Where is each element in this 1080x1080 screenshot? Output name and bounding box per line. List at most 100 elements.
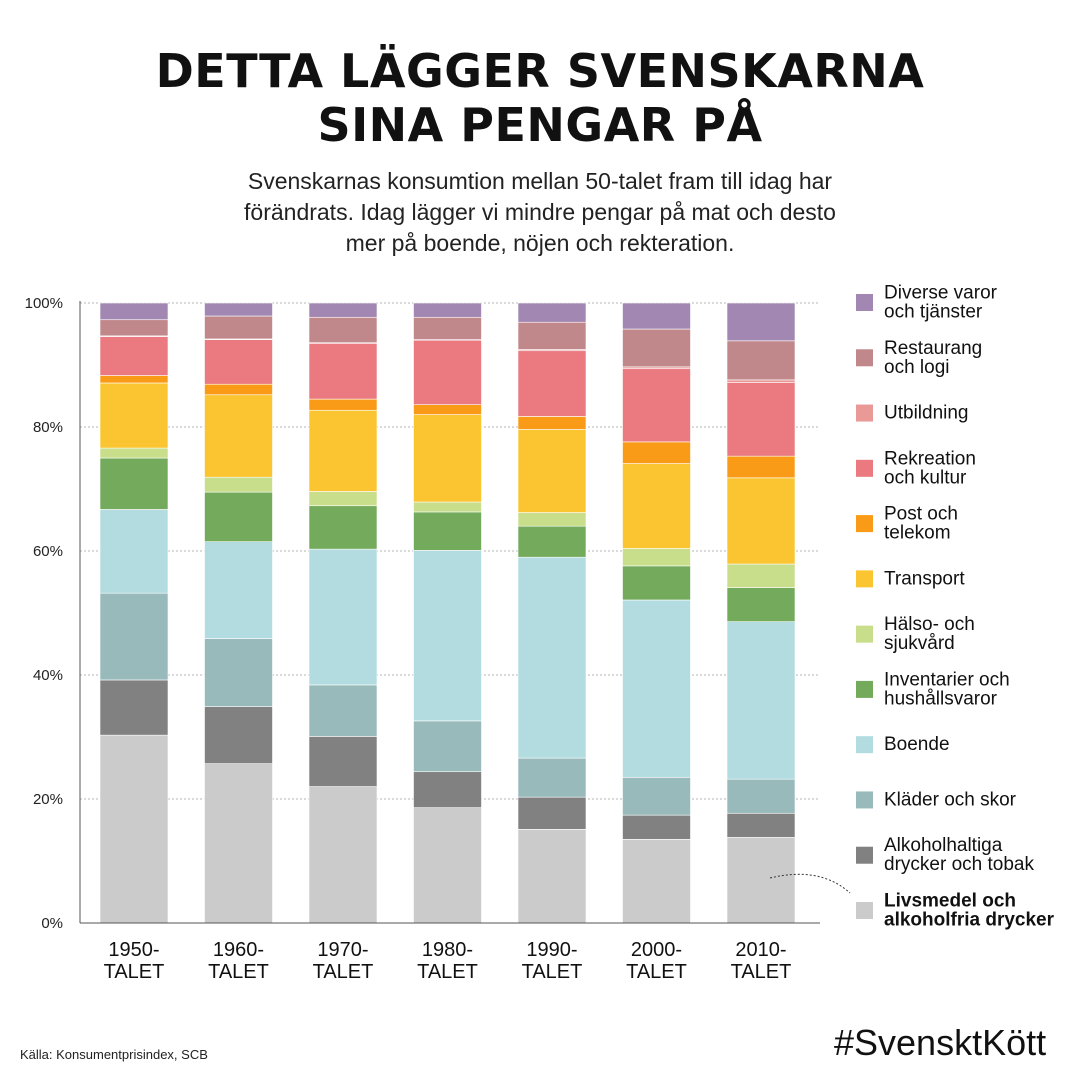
legend-label: Boende xyxy=(884,734,950,755)
bar-segment xyxy=(517,512,587,527)
bar-segment xyxy=(726,455,796,479)
bar-segment xyxy=(413,339,482,405)
bar-segment xyxy=(308,786,378,924)
x-tick-label: 1960- xyxy=(213,939,264,961)
bar-segment xyxy=(622,328,691,368)
bar-segment xyxy=(308,302,378,318)
x-tick-label: TALET xyxy=(731,961,792,983)
legend-swatch xyxy=(856,404,873,422)
bar-segment xyxy=(413,404,482,415)
x-tick-label: TALET xyxy=(313,961,374,983)
title-line-1: DETTA LÄGGER SVENSKARNA xyxy=(155,44,925,98)
bar-segment xyxy=(622,814,691,840)
legend-label: Hälso- och xyxy=(884,614,975,635)
bar-segment xyxy=(204,638,273,707)
bar-segment xyxy=(99,382,169,449)
bar-segment xyxy=(517,796,587,830)
legend-swatch xyxy=(856,570,873,588)
bar-segment xyxy=(308,736,378,787)
legend-swatch xyxy=(856,791,873,809)
bar-segment xyxy=(517,321,587,350)
bar-segment xyxy=(622,599,691,778)
bar-segment xyxy=(622,776,691,816)
legend-label: Alkoholhaltiga xyxy=(884,835,1003,856)
bar-segment xyxy=(204,383,273,396)
title-line-2: SINA PENGAR PÅ xyxy=(317,98,763,152)
legend-label: sjukvård xyxy=(884,633,955,654)
legend-label: Post och xyxy=(884,504,958,525)
x-tick-label: 2000- xyxy=(631,939,682,961)
bar-segment xyxy=(517,525,587,558)
bar-segment xyxy=(308,316,378,343)
x-tick-label: 1970- xyxy=(317,939,368,961)
legend-label: Transport xyxy=(884,568,965,589)
bar-segment xyxy=(413,720,482,773)
bar-segment xyxy=(622,368,691,443)
bar-segment xyxy=(622,548,691,567)
y-tick-label: 20% xyxy=(33,791,63,808)
bar-segment xyxy=(726,621,796,780)
legend-label: hushållsvaror xyxy=(884,688,998,709)
legend-label: och tjänster xyxy=(884,302,983,323)
chart-subtitle: Svenskarnas konsumtion mellan 50-talet f… xyxy=(150,166,930,259)
bar-segment xyxy=(204,394,273,478)
x-tick-label: TALET xyxy=(522,961,583,983)
bar-segment xyxy=(99,509,169,594)
bar-segment xyxy=(726,379,796,383)
bar-segment xyxy=(204,476,273,493)
x-tick-label: TALET xyxy=(626,961,687,983)
bar-segment xyxy=(517,429,587,513)
bar-segment xyxy=(308,398,378,411)
x-tick-label: TALET xyxy=(417,961,478,983)
legend-label: alkoholfria drycker xyxy=(884,910,1055,931)
bar-segment xyxy=(204,763,273,924)
bar-segment xyxy=(413,511,482,551)
subtitle-line-1: Svenskarnas konsumtion mellan 50-talet f… xyxy=(247,168,833,194)
bar-segment xyxy=(204,339,273,385)
bar-segment xyxy=(726,302,796,342)
legend-label: Utbildning xyxy=(884,403,969,424)
bar-segment xyxy=(517,829,587,924)
y-tick-label: 100% xyxy=(25,295,63,312)
bar-segment xyxy=(308,342,378,400)
y-tick-label: 60% xyxy=(33,543,63,560)
bar-segment xyxy=(517,302,587,323)
bar-segment xyxy=(726,382,796,457)
bar-segment xyxy=(726,812,796,838)
y-tick-label: 80% xyxy=(33,419,63,436)
y-tick-label: 40% xyxy=(33,667,63,684)
legend-label: och logi xyxy=(884,357,950,378)
hashtag: #SvensktKött xyxy=(834,1022,1047,1063)
bar-segment xyxy=(308,684,378,737)
bar-segment xyxy=(204,302,273,317)
bar-segment xyxy=(726,563,796,588)
bar-segment xyxy=(99,734,169,924)
legend-swatch xyxy=(856,294,873,311)
bar-segment xyxy=(726,778,796,814)
legend-label: och kultur xyxy=(884,467,967,488)
bar-segment xyxy=(308,548,378,686)
bar-segment xyxy=(99,447,169,459)
bar-segment xyxy=(622,463,691,549)
bar-segment xyxy=(204,315,273,340)
x-tick-label: 2010- xyxy=(735,939,786,961)
legend-label: Livsmedel och xyxy=(884,891,1016,912)
bar-segment xyxy=(413,302,482,318)
legend-label: Rekreation xyxy=(884,448,976,469)
bar-segment xyxy=(204,491,273,543)
legend-label: drycker och tobak xyxy=(884,854,1034,875)
legend-swatch xyxy=(856,736,873,754)
bar-segment xyxy=(413,771,482,808)
source-note: Källa: Konsumentprisindex, SCB xyxy=(20,1047,208,1062)
bar-segment xyxy=(308,505,378,550)
bar-segment xyxy=(308,409,378,492)
legend-label: Kläder och skor xyxy=(884,789,1017,810)
legend-label: telekom xyxy=(884,523,951,544)
bar-segment xyxy=(726,477,796,565)
legend-swatch xyxy=(856,680,873,698)
bar-segment xyxy=(99,592,169,681)
bar-segment xyxy=(622,838,691,924)
legend-swatch xyxy=(856,349,873,367)
legend-swatch xyxy=(856,459,873,477)
bar-segment xyxy=(413,501,482,513)
